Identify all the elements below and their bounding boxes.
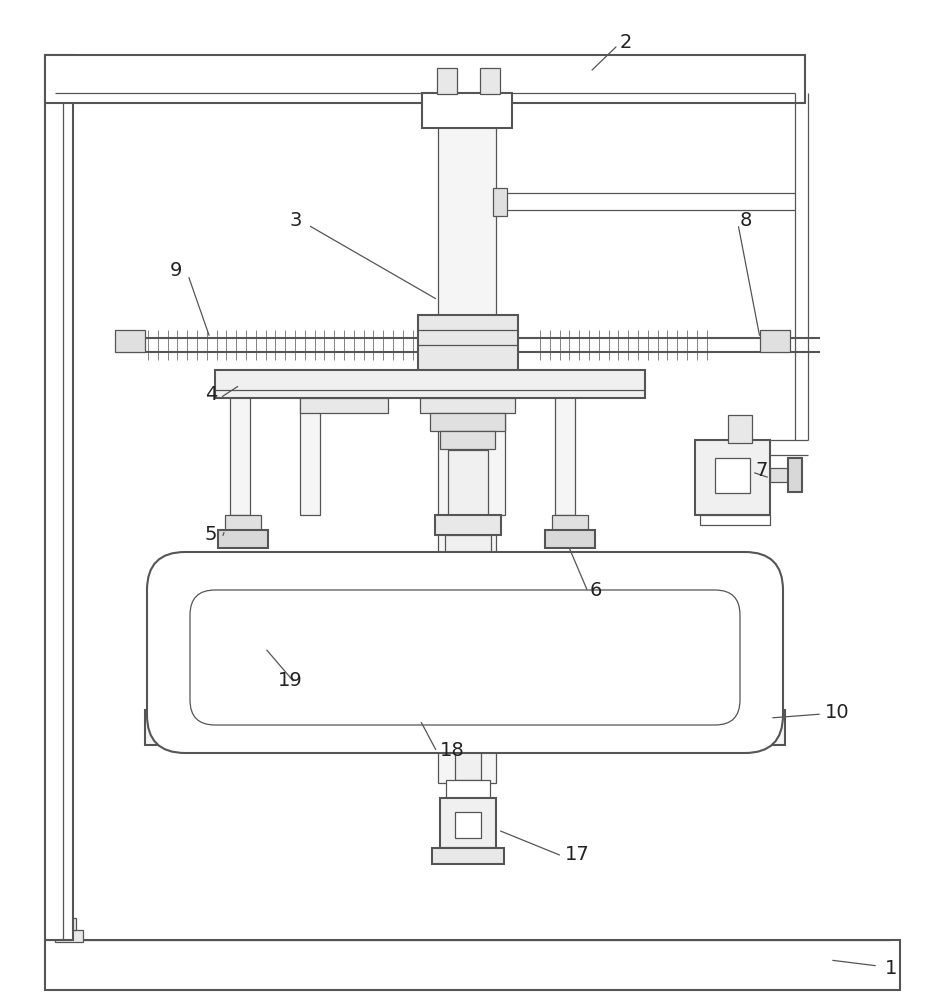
Bar <box>45 55 805 103</box>
Bar <box>485 375 505 515</box>
Bar <box>750 668 768 711</box>
Bar <box>418 315 518 375</box>
Bar <box>545 530 595 548</box>
Bar <box>435 515 501 535</box>
Bar <box>552 515 588 530</box>
Bar <box>45 940 900 990</box>
Bar <box>455 730 481 780</box>
Bar <box>230 375 250 515</box>
Text: 18: 18 <box>440 740 465 760</box>
Text: 19: 19 <box>278 670 303 690</box>
Bar <box>715 458 750 493</box>
Bar <box>438 103 496 783</box>
Text: 6: 6 <box>590 580 602 599</box>
Bar <box>695 440 770 515</box>
Bar <box>420 398 515 413</box>
Bar <box>432 848 504 864</box>
Bar <box>440 798 496 848</box>
Bar <box>728 415 752 443</box>
Bar <box>45 55 73 940</box>
Bar <box>448 712 488 730</box>
Bar <box>437 68 457 94</box>
Bar <box>788 458 802 492</box>
Bar <box>422 93 512 128</box>
Text: 3: 3 <box>290 211 302 230</box>
Bar <box>115 330 145 352</box>
Text: 4: 4 <box>205 385 217 404</box>
Bar <box>62 918 76 930</box>
Bar <box>446 780 490 798</box>
Bar <box>555 375 575 515</box>
Text: 1: 1 <box>885 958 898 978</box>
Text: 10: 10 <box>825 702 850 722</box>
Bar <box>480 68 500 94</box>
Text: 5: 5 <box>205 526 217 544</box>
Bar <box>300 375 320 515</box>
Bar <box>770 468 790 482</box>
Bar <box>760 330 790 352</box>
Bar <box>160 668 178 711</box>
Bar <box>145 710 785 745</box>
Text: 2: 2 <box>620 32 632 51</box>
Text: 9: 9 <box>170 260 183 279</box>
Bar <box>55 930 83 942</box>
Bar <box>300 398 388 413</box>
Bar <box>432 563 504 581</box>
Bar <box>448 450 488 515</box>
Bar <box>218 530 268 548</box>
Bar <box>215 370 645 398</box>
Bar <box>430 413 505 431</box>
Bar <box>440 431 495 449</box>
Bar <box>455 812 481 838</box>
Bar <box>700 515 770 525</box>
Bar <box>445 535 491 563</box>
Text: 7: 7 <box>755 460 767 480</box>
Bar <box>493 188 507 216</box>
Text: 8: 8 <box>740 211 753 230</box>
FancyBboxPatch shape <box>147 552 783 753</box>
Bar <box>225 515 261 530</box>
Text: 17: 17 <box>565 846 590 864</box>
